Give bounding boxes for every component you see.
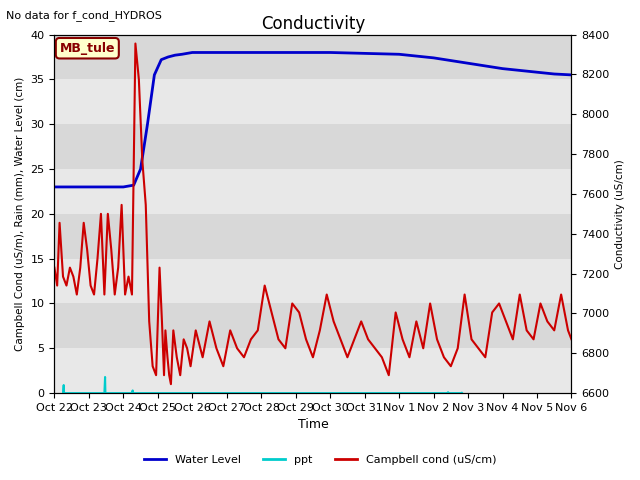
Bar (54, 35, 572, 79)
Text: MB_tule: MB_tule (60, 42, 115, 55)
Title: Conductivity: Conductivity (261, 15, 365, 33)
Y-axis label: Conductivity (uS/cm): Conductivity (uS/cm) (615, 159, 625, 269)
Bar (54, 259, 572, 303)
Bar (54, 303, 572, 348)
Bar (54, 124, 572, 169)
Bar (54, 169, 572, 214)
Bar (54, 348, 572, 393)
X-axis label: Time: Time (298, 419, 328, 432)
Bar (54, 79, 572, 124)
Bar (54, 214, 572, 259)
Legend: Water Level, ppt, Campbell cond (uS/cm): Water Level, ppt, Campbell cond (uS/cm) (140, 451, 500, 469)
Y-axis label: Campbell Cond (uS/m), Rain (mm), Water Level (cm): Campbell Cond (uS/m), Rain (mm), Water L… (15, 77, 25, 351)
Text: No data for f_cond_HYDROS: No data for f_cond_HYDROS (6, 10, 163, 21)
